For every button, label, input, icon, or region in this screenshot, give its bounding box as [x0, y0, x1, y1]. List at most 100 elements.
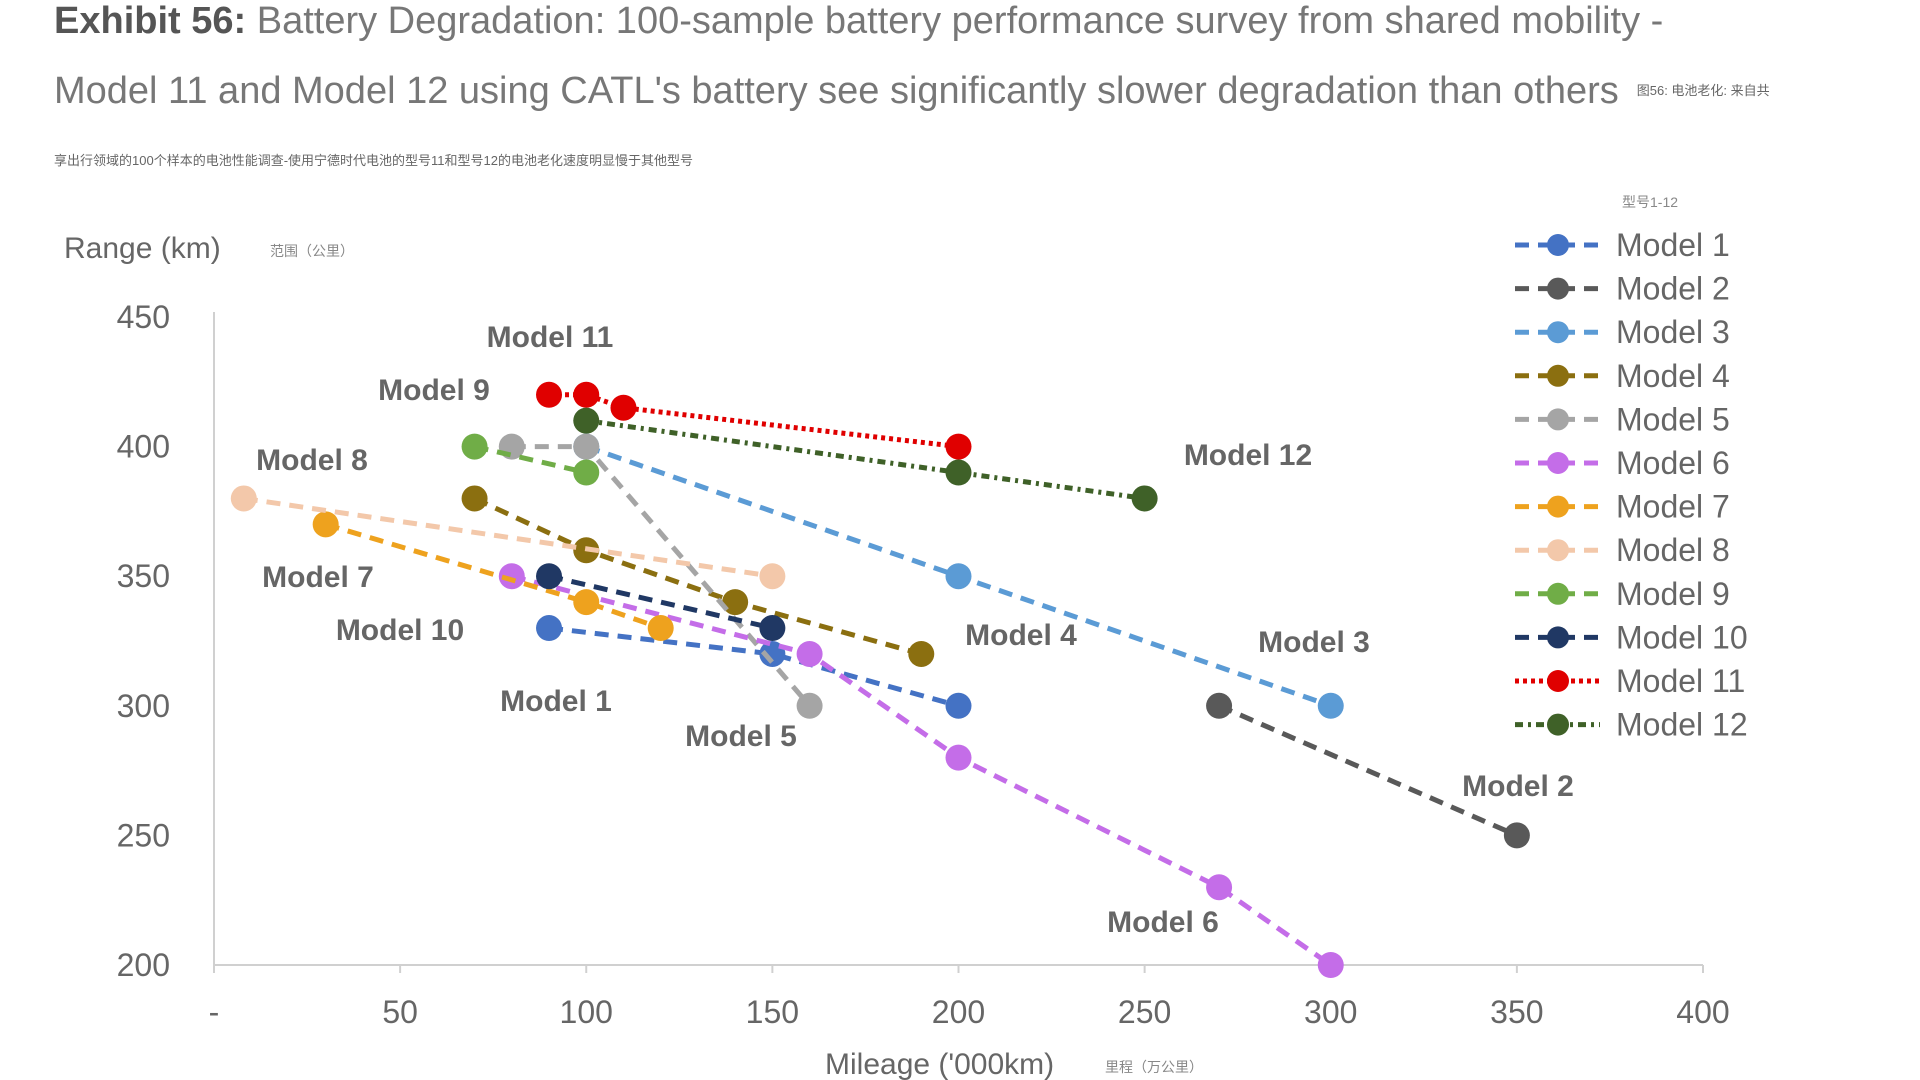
legend-label-1: Model 1: [1616, 227, 1730, 263]
exhibit-title: Exhibit 56: Battery Degradation: 100-sam…: [54, 0, 1774, 196]
data-point-model-5: [573, 433, 600, 460]
y-axis-label: Range (km): [64, 232, 221, 265]
data-label-model-6: Model 6: [1107, 906, 1219, 939]
x-tick-label: 150: [746, 994, 799, 1030]
data-point-model-7: [573, 589, 600, 616]
data-point-model-8: [230, 485, 257, 512]
legend-marker-2: [1547, 277, 1569, 300]
legend-marker-7: [1547, 495, 1569, 518]
legend-marker-5: [1547, 408, 1569, 431]
data-point-model-11: [610, 394, 637, 421]
legend-marker-10: [1547, 626, 1569, 649]
legend-label-10: Model 10: [1616, 619, 1748, 655]
data-point-model-1: [536, 615, 563, 642]
legend-label-2: Model 2: [1616, 271, 1730, 307]
data-point-model-11: [573, 381, 600, 408]
legend-marker-3: [1547, 321, 1569, 344]
legend-label-12: Model 12: [1616, 707, 1748, 743]
data-point-model-8: [759, 563, 786, 590]
data-label-model-3: Model 3: [1258, 626, 1370, 659]
data-point-model-11: [536, 381, 563, 408]
legend-title: 型号1-12: [1622, 194, 1678, 210]
data-label-model-4: Model 4: [965, 619, 1077, 652]
legend-marker-4: [1547, 364, 1569, 387]
data-point-model-4: [722, 589, 749, 616]
data-point-model-4: [908, 640, 935, 667]
x-tick-label: 100: [560, 994, 613, 1030]
legend-marker-6: [1547, 452, 1569, 474]
data-point-model-12: [945, 459, 972, 486]
legend-marker-9: [1547, 582, 1569, 605]
y-tick-label: 450: [117, 299, 170, 335]
data-label-model-10: Model 10: [336, 614, 464, 647]
legend-label-8: Model 8: [1616, 532, 1730, 568]
series-line-1: [548, 625, 960, 709]
x-axis-label-cn: 里程（万公里）: [1105, 1059, 1203, 1075]
data-label-model-7: Model 7: [262, 561, 374, 594]
x-tick-label: 250: [1118, 994, 1171, 1030]
y-tick-label: 250: [117, 817, 170, 853]
series-line-7: [324, 521, 662, 631]
series-line-12: [585, 418, 1145, 501]
exhibit-number: Exhibit 56:: [54, 0, 247, 42]
data-point-model-6: [1317, 952, 1344, 978]
data-point-model-6: [945, 744, 972, 771]
legend-label-3: Model 3: [1616, 314, 1730, 350]
legend-label-9: Model 9: [1616, 576, 1730, 612]
data-label-model-5: Model 5: [685, 720, 797, 753]
series-line-8: [243, 495, 773, 579]
x-tick-label: 400: [1676, 994, 1729, 1030]
data-label-model-11: Model 11: [487, 321, 614, 354]
data-label-model-2: Model 2: [1462, 770, 1574, 803]
y-tick-label: 350: [117, 558, 170, 594]
y-tick-label: 200: [117, 947, 170, 983]
data-point-model-3: [945, 563, 972, 590]
data-point-model-1: [945, 692, 972, 719]
x-tick-label: 300: [1304, 994, 1357, 1030]
series-line-9: [474, 444, 587, 475]
data-label-model-9: Model 9: [378, 374, 490, 407]
data-point-model-12: [573, 407, 600, 434]
data-point-model-6: [1206, 874, 1233, 901]
series-line-4: [473, 496, 922, 657]
data-point-model-10: [759, 615, 786, 642]
series-line-10: [548, 573, 773, 631]
y-axis-label-cn: 范围（公里）: [270, 243, 354, 259]
legend-marker-12: [1547, 713, 1569, 736]
series-line-2: [1218, 703, 1518, 838]
data-point-model-10: [536, 563, 563, 590]
legend-label-11: Model 11: [1616, 663, 1745, 699]
exhibit-text-cn: 图56: 电池老化: 来自共享出行领域的100个样本的电池性能调查-使用宁德时代…: [54, 83, 1770, 168]
legend-label-5: Model 5: [1616, 401, 1730, 437]
legend-marker-1: [1547, 234, 1569, 256]
data-point-model-6: [498, 563, 525, 590]
data-point-model-4: [461, 485, 488, 512]
data-point-model-11: [945, 433, 972, 460]
data-label-model-1: Model 1: [500, 685, 612, 718]
data-point-model-2: [1503, 822, 1530, 849]
legend-label-4: Model 4: [1616, 358, 1730, 394]
data-point-model-3: [1317, 692, 1344, 719]
data-point-model-6: [796, 640, 823, 667]
data-point-model-2: [1206, 692, 1233, 719]
legend-marker-11: [1547, 670, 1569, 692]
data-point-model-7: [312, 511, 339, 538]
legend-marker-8: [1547, 539, 1569, 562]
data-label-model-8: Model 8: [256, 444, 368, 477]
y-tick-label: 400: [117, 429, 170, 465]
x-tick-label: 200: [932, 994, 985, 1030]
data-label-model-12: Model 12: [1184, 439, 1312, 472]
x-tick-label: -: [209, 994, 220, 1030]
data-point-model-9: [461, 433, 488, 460]
x-tick-label: 350: [1490, 994, 1543, 1030]
series-line-11: [549, 392, 959, 450]
legend-label-6: Model 6: [1616, 445, 1730, 481]
legend-label-7: Model 7: [1616, 489, 1730, 525]
x-tick-label: 50: [382, 994, 418, 1030]
data-point-model-9: [573, 459, 600, 486]
data-point-model-5: [796, 692, 823, 719]
data-point-model-7: [647, 615, 674, 642]
y-tick-label: 300: [117, 688, 170, 724]
x-axis-label: Mileage ('000km): [825, 1048, 1054, 1080]
